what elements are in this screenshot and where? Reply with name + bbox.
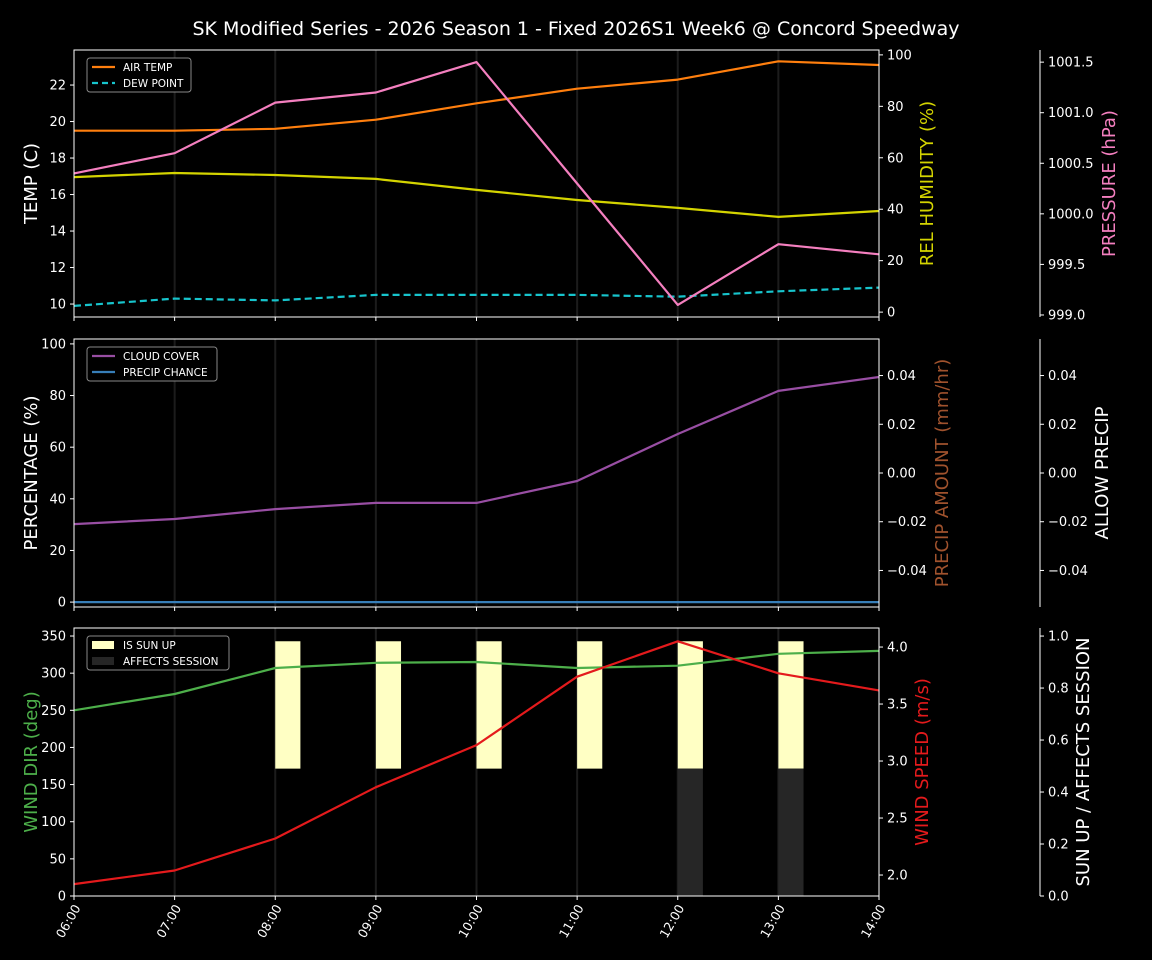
axis-label-right2: ALLOW PRECIP <box>1092 406 1113 539</box>
y-tick-label: 100 <box>41 337 66 352</box>
legend-label: IS SUN UP <box>123 640 176 652</box>
y-tick-label: 0 <box>58 890 66 905</box>
y-tick-label: −0.02 <box>1048 515 1088 530</box>
chart-title: SK Modified Series - 2026 Season 1 - Fix… <box>192 18 959 40</box>
y-tick-label: 20 <box>49 115 66 130</box>
bar-is-sun-up <box>275 641 301 769</box>
y-tick-label: 1001.5 <box>1048 56 1094 71</box>
y-tick-label: 40 <box>887 203 904 218</box>
legend-swatch <box>92 641 114 649</box>
x-tick-label: 09:00 <box>354 902 385 941</box>
y-tick-label: 0.04 <box>887 369 916 384</box>
y-tick-label: 0 <box>58 596 66 611</box>
y-tick-label: 1000.0 <box>1048 207 1094 222</box>
x-tick-label: 10:00 <box>455 902 486 941</box>
bar-is-sun-up <box>375 641 402 769</box>
y-tick-label: 18 <box>49 152 66 167</box>
y-tick-label: 2.0 <box>887 869 908 884</box>
y-tick-label: 20 <box>49 544 66 559</box>
y-tick-label: 300 <box>41 667 66 682</box>
legend: AIR TEMP DEW POINT <box>86 57 192 93</box>
y-tick-label: 0.6 <box>1048 734 1069 749</box>
x-tick-label: 13:00 <box>757 902 788 941</box>
y-tick-label: 0 <box>887 306 895 321</box>
axis-label-right1: PRECIP AMOUNT (mm/hr) <box>932 359 953 588</box>
y-tick-label: 20 <box>887 254 904 269</box>
legend-swatch <box>92 657 114 665</box>
y-tick-label: 3.0 <box>887 755 908 770</box>
legend: CLOUD COVER PRECIP CHANCE <box>86 346 218 382</box>
y-tick-label: 100 <box>887 48 912 63</box>
y-tick-label: 0.04 <box>1048 369 1077 384</box>
axis-label-left: WIND DIR (deg) <box>21 691 42 833</box>
x-tick-label: 14:00 <box>858 902 889 941</box>
y-tick-label: 0.02 <box>887 418 916 433</box>
panel-3: 0 50 100 150 200 250 300 350 WIND DIR (deg) 2.0 2.… <box>21 627 1094 905</box>
y-tick-label: 4.0 <box>887 641 908 656</box>
legend-box <box>86 346 218 382</box>
y-tick-label: 60 <box>49 441 66 456</box>
y-tick-label: 350 <box>41 630 66 645</box>
panel-2: 0 20 40 60 80 100 PERCENTAGE (%) −0.04 −0.02 0.00… <box>21 337 1113 611</box>
y-tick-label: 16 <box>49 188 66 203</box>
y-tick-label: 0.02 <box>1048 418 1077 433</box>
axis-label-right2: SUN UP / AFFECTS SESSION <box>1073 637 1094 886</box>
panel-1: 10 12 14 16 18 20 22 TEMP (C) 0 20 40 60 80 100 REL HU… <box>21 48 1120 323</box>
axis-label-right1: WIND SPEED (m/s) <box>912 678 933 846</box>
legend-label: AFFECTS SESSION <box>123 656 219 668</box>
y-tick-label: 1.0 <box>1048 630 1069 645</box>
bar-is-sun-up <box>577 641 603 769</box>
y-tick-label: 1001.0 <box>1048 106 1094 121</box>
y-tick-label: 0.4 <box>1048 786 1069 801</box>
legend-label: AIR TEMP <box>123 62 172 74</box>
bar-is-sun-up <box>476 641 502 769</box>
y-tick-label: 3.5 <box>887 698 908 713</box>
y-tick-label: 100 <box>41 815 66 830</box>
y-tick-label: 80 <box>887 100 904 115</box>
x-tick-label: 12:00 <box>656 902 687 941</box>
legend-label: DEW POINT <box>123 78 184 90</box>
x-tick-label: 08:00 <box>254 902 285 941</box>
y-tick-label: 50 <box>49 852 66 867</box>
y-tick-label: 2.5 <box>887 812 908 827</box>
y-tick-label: 0.8 <box>1048 682 1069 697</box>
y-tick-label: 14 <box>49 225 66 240</box>
y-tick-label: 10 <box>49 298 66 313</box>
x-tick-label: 11:00 <box>556 902 587 941</box>
y-tick-label: 250 <box>41 704 66 719</box>
y-tick-label: 0.0 <box>1048 890 1069 905</box>
y-tick-label: 999.0 <box>1048 308 1085 323</box>
y-tick-label: 200 <box>41 741 66 756</box>
y-tick-label: 12 <box>49 261 66 276</box>
y-tick-label: 0.2 <box>1048 838 1069 853</box>
bar-affects-session <box>778 768 804 896</box>
y-tick-label: 999.5 <box>1048 258 1085 273</box>
legend: IS SUN UP AFFECTS SESSION <box>86 635 230 671</box>
y-tick-label: −0.04 <box>1048 564 1088 579</box>
y-tick-label: 0.00 <box>1048 467 1077 482</box>
axis-label-left: PERCENTAGE (%) <box>21 395 42 550</box>
y-tick-label: 150 <box>41 778 66 793</box>
bar-is-sun-up <box>778 641 804 769</box>
axis-label-left: TEMP (C) <box>21 143 42 225</box>
legend-label: CLOUD COVER <box>123 351 200 363</box>
axis-label-right1: REL HUMIDITY (%) <box>917 101 938 266</box>
axis-label-right2: PRESSURE (hPa) <box>1099 110 1120 257</box>
y-tick-label: 80 <box>49 389 66 404</box>
legend-label: PRECIP CHANCE <box>123 367 208 379</box>
bar-is-sun-up <box>677 641 703 769</box>
y-tick-label: 40 <box>49 492 66 507</box>
x-tick-label: 07:00 <box>153 902 184 941</box>
y-tick-label: 0.00 <box>887 467 916 482</box>
y-tick-label: −0.04 <box>887 564 927 579</box>
y-tick-label: −0.02 <box>887 515 927 530</box>
x-tick-label: 06:00 <box>53 902 84 941</box>
y-tick-label: 22 <box>49 79 66 94</box>
bar-affects-session <box>677 768 703 896</box>
y-tick-label: 60 <box>887 151 904 166</box>
y-tick-label: 1000.5 <box>1048 157 1094 172</box>
legend-box <box>86 635 230 671</box>
